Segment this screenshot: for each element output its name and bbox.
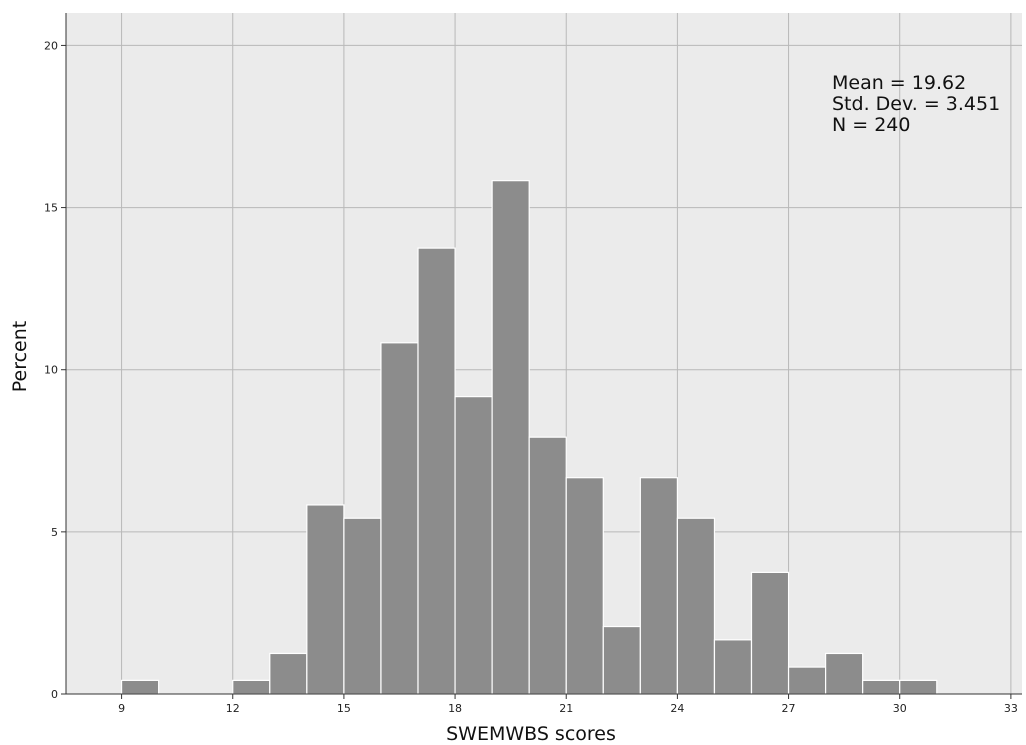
axes xyxy=(61,13,1022,699)
histogram-bar xyxy=(565,477,604,695)
histogram-bar xyxy=(417,247,456,695)
histogram-bar xyxy=(713,639,753,695)
x-tick-label: 18 xyxy=(448,702,462,715)
histogram-bar xyxy=(232,679,271,695)
histogram-bar xyxy=(602,625,641,695)
histogram-bar xyxy=(899,679,938,695)
histogram-bar xyxy=(380,342,419,695)
y-tick-label: 5 xyxy=(51,526,58,539)
x-axis-title: SWEMWBS scores xyxy=(446,723,616,745)
histogram-bar xyxy=(343,517,382,695)
histogram-bar xyxy=(491,180,530,695)
histogram-bar xyxy=(454,396,493,695)
histogram-bar xyxy=(862,679,901,695)
histogram-bar xyxy=(825,652,864,695)
histogram-bar xyxy=(528,436,567,695)
stat-mean: Mean = 19.62 xyxy=(832,72,966,94)
x-tick-label: 12 xyxy=(226,702,240,715)
y-tick-label: 10 xyxy=(44,364,58,377)
x-tick-label: 21 xyxy=(559,702,573,715)
histogram-bar xyxy=(750,571,790,695)
y-tick-label: 0 xyxy=(51,688,58,701)
histogram-bars xyxy=(120,180,938,695)
stat-std-dev: Std. Dev. = 3.451 xyxy=(832,93,1000,115)
y-tick-label: 20 xyxy=(44,39,58,52)
histogram-bar xyxy=(676,517,716,695)
histogram-bar xyxy=(639,477,678,695)
x-tick-label: 27 xyxy=(782,702,796,715)
x-tick-label: 9 xyxy=(118,702,125,715)
stat-n: N = 240 xyxy=(832,114,910,136)
x-tick-label: 15 xyxy=(337,702,351,715)
y-tick-label: 15 xyxy=(44,202,58,215)
histogram-bar xyxy=(269,652,308,695)
histogram-bar xyxy=(120,679,160,695)
x-tick-label: 30 xyxy=(893,702,907,715)
histogram-bar xyxy=(787,666,827,695)
histogram-bar xyxy=(306,504,345,695)
tick-labels: 9 12 15 18 21 24 27 30 33 0 5 10 15 20 xyxy=(44,39,1018,715)
x-tick-label: 33 xyxy=(1004,702,1018,715)
x-tick-label: 24 xyxy=(670,702,684,715)
y-axis-title: Percent xyxy=(9,321,31,393)
